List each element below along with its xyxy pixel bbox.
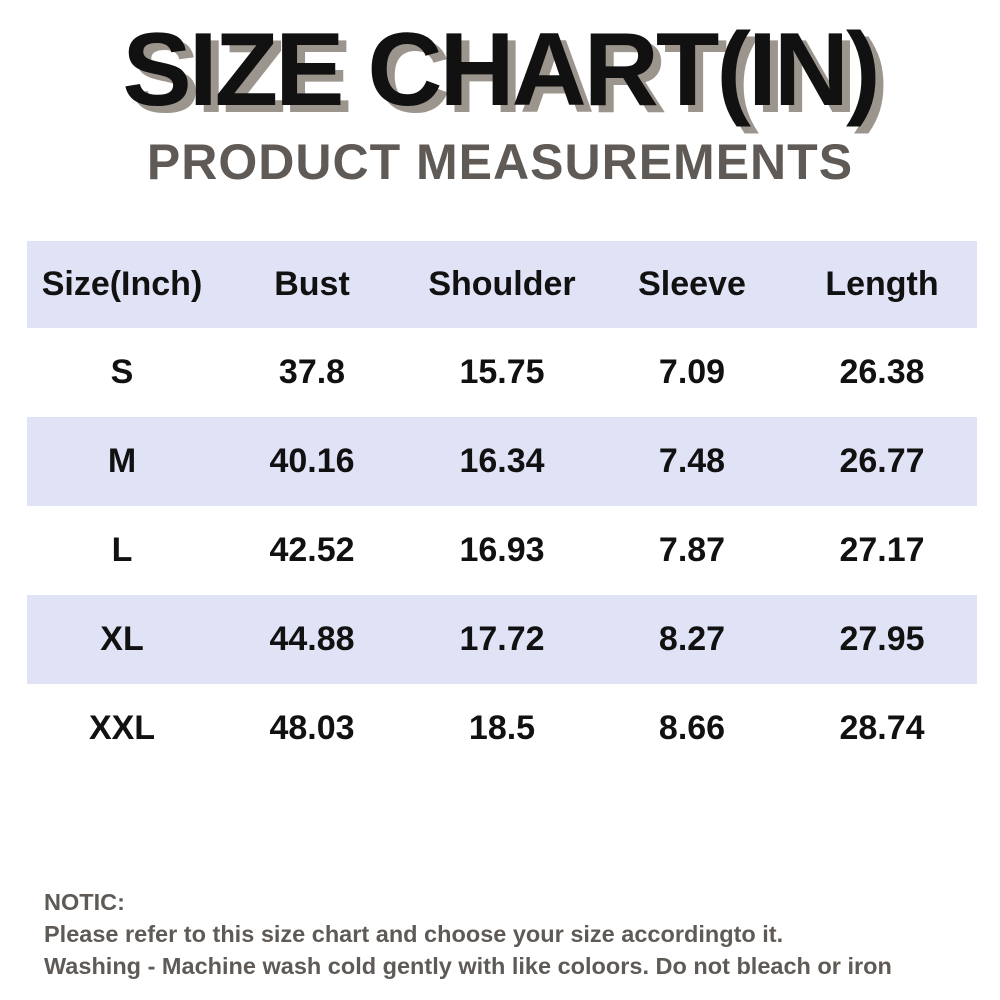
table-row: XL 44.88 17.72 8.27 27.95 xyxy=(27,595,977,684)
column-header-length: Length xyxy=(825,265,939,303)
cell-length: 26.38 xyxy=(839,353,925,391)
table-row: L 42.52 16.93 7.87 27.17 xyxy=(27,506,977,595)
cell-length: 27.95 xyxy=(839,620,925,658)
cell-shoulder: 16.34 xyxy=(459,442,545,480)
cell-length: 28.74 xyxy=(839,709,925,747)
notice-line-washing: Washing - Machine wash cold gently with … xyxy=(44,953,892,979)
cell-length: 26.77 xyxy=(839,442,925,480)
table-row: S 37.8 15.75 7.09 26.38 xyxy=(27,328,977,417)
cell-bust: 44.88 xyxy=(269,620,355,658)
cell-shoulder: 16.93 xyxy=(459,531,545,569)
cell-bust: 48.03 xyxy=(269,709,355,747)
column-header-bust: Bust xyxy=(274,265,350,303)
cell-sleeve: 8.66 xyxy=(658,709,726,747)
table-header-row: Size(Inch) Bust Shoulder Sleeve Length xyxy=(27,241,977,328)
cell-sleeve: 7.87 xyxy=(658,531,726,569)
cell-length: 27.17 xyxy=(839,531,925,569)
cell-size: XL xyxy=(100,620,144,658)
column-header-size: Size(Inch) xyxy=(41,265,203,303)
table-row: M 40.16 16.34 7.48 26.77 xyxy=(27,417,977,506)
column-header-sleeve: Sleeve xyxy=(638,265,746,303)
cell-size: XXL xyxy=(88,709,156,747)
size-chart-table: Size(Inch) Bust Shoulder Sleeve Length S… xyxy=(27,241,977,773)
cell-shoulder: 17.72 xyxy=(459,620,545,658)
cell-sleeve: 7.48 xyxy=(658,442,726,480)
cell-size: L xyxy=(111,531,133,569)
cell-bust: 42.52 xyxy=(269,531,355,569)
cell-shoulder: 15.75 xyxy=(459,353,545,391)
cell-shoulder: 18.5 xyxy=(468,709,536,747)
notice-line-size: Please refer to this size chart and choo… xyxy=(44,921,784,947)
notice-block: NOTIC: Please refer to this size chart a… xyxy=(44,886,984,982)
table-row: XXL 48.03 18.5 8.66 28.74 xyxy=(27,684,977,773)
column-header-shoulder: Shoulder xyxy=(428,265,576,303)
cell-sleeve: 8.27 xyxy=(658,620,726,658)
notice-heading: NOTIC: xyxy=(44,889,125,915)
cell-size: S xyxy=(110,353,134,391)
page-title: SIZE CHART(IN) xyxy=(122,12,880,128)
cell-size: M xyxy=(107,442,137,480)
cell-bust: 37.8 xyxy=(278,353,346,391)
page-subtitle: PRODUCT MEASUREMENTS xyxy=(146,134,854,190)
cell-sleeve: 7.09 xyxy=(658,353,726,391)
cell-bust: 40.16 xyxy=(269,442,355,480)
